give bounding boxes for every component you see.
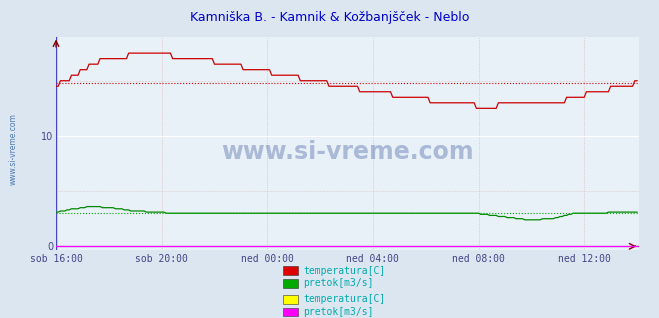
Text: www.si-vreme.com: www.si-vreme.com	[221, 140, 474, 164]
Text: temperatura[C]: temperatura[C]	[303, 266, 386, 276]
Text: www.si-vreme.com: www.si-vreme.com	[9, 114, 18, 185]
Text: pretok[m3/s]: pretok[m3/s]	[303, 307, 374, 317]
Text: temperatura[C]: temperatura[C]	[303, 294, 386, 304]
Text: Kamniška B. - Kamnik & Kožbanjšček - Neblo: Kamniška B. - Kamnik & Kožbanjšček - Neb…	[190, 11, 469, 24]
Text: pretok[m3/s]: pretok[m3/s]	[303, 278, 374, 288]
